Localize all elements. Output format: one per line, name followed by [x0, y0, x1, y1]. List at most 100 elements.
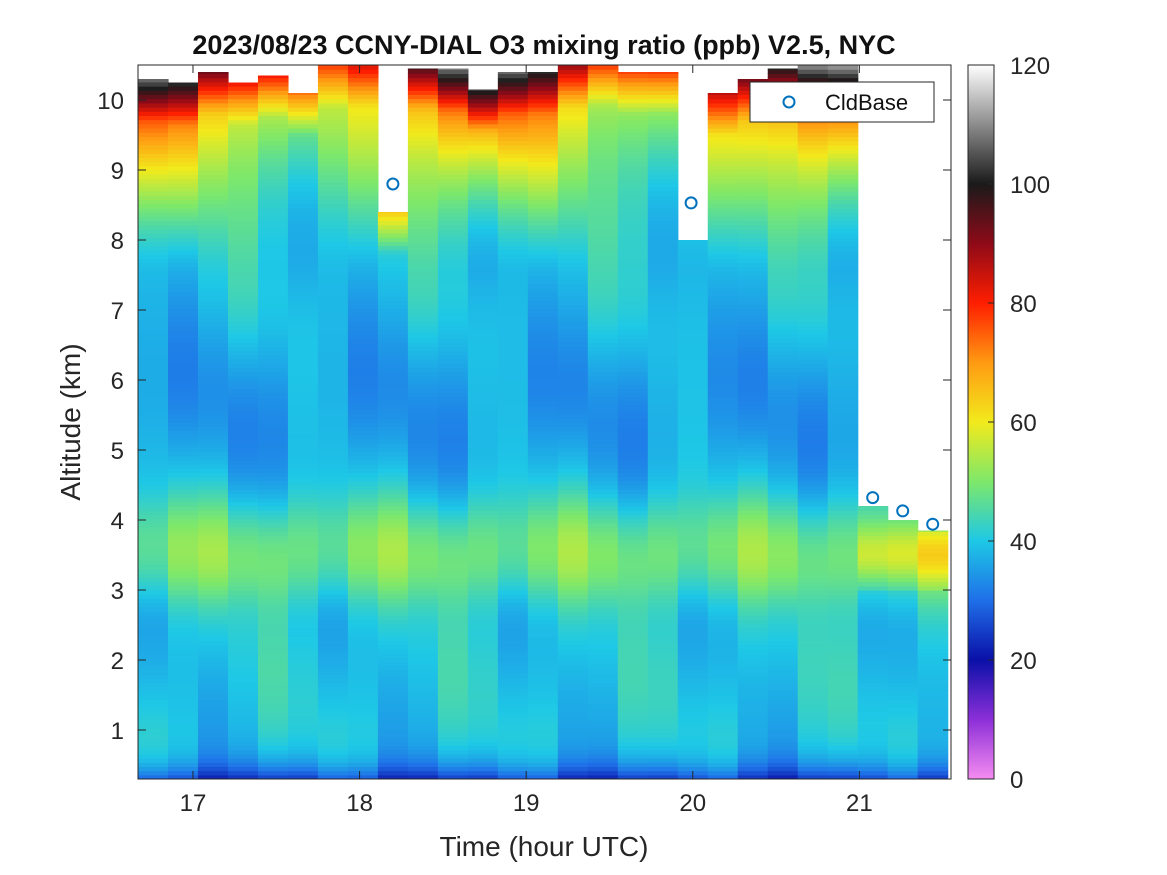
heatmap-cell	[527, 489, 559, 494]
heatmap-cell	[617, 585, 649, 591]
heatmap-cell	[317, 304, 349, 310]
heatmap-cell	[347, 636, 379, 641]
heatmap-cell	[317, 266, 349, 272]
heatmap-cell	[707, 468, 739, 473]
heatmap-cell	[467, 157, 499, 163]
heatmap-cell	[707, 699, 739, 704]
heatmap-cell	[857, 615, 889, 620]
heatmap-cell	[827, 774, 859, 779]
heatmap-cell	[377, 405, 409, 410]
heatmap-cell	[557, 632, 589, 637]
heatmap-cell	[437, 228, 469, 234]
heatmap-cell	[917, 611, 949, 616]
heatmap-cell	[347, 464, 379, 469]
heatmap-cell	[407, 207, 439, 213]
heatmap-cell	[197, 527, 229, 532]
heatmap-cell	[197, 203, 229, 209]
heatmap-cell	[737, 262, 769, 268]
heatmap-cell	[917, 640, 949, 646]
heatmap-cell	[317, 279, 349, 284]
heatmap-cell	[707, 724, 739, 730]
heatmap-cell	[767, 732, 799, 738]
heatmap-cell	[587, 119, 619, 125]
heatmap-cell	[497, 745, 529, 751]
heatmap-column	[887, 520, 919, 779]
heatmap-cell	[647, 636, 679, 641]
heatmap-cell	[497, 182, 529, 188]
heatmap-cell	[467, 594, 499, 599]
heatmap-cell	[797, 300, 829, 305]
heatmap-cell	[287, 485, 319, 490]
heatmap-cell	[467, 695, 499, 700]
heatmap-cell	[287, 480, 319, 486]
heatmap-cell	[227, 346, 259, 352]
heatmap-cell	[647, 573, 679, 578]
heatmap-cell	[827, 753, 859, 759]
heatmap-cell	[797, 123, 829, 129]
heatmap-cell	[647, 661, 679, 667]
heatmap-cell	[407, 632, 439, 637]
heatmap-cell	[497, 304, 529, 310]
heatmap-cell	[827, 518, 859, 524]
heatmap-cell	[257, 472, 289, 478]
heatmap-cell	[197, 703, 229, 709]
heatmap-cell	[287, 510, 319, 515]
heatmap-cell	[857, 644, 889, 650]
heatmap-cell	[257, 132, 289, 137]
heatmap-cell	[527, 81, 559, 87]
heatmap-cell	[257, 157, 289, 163]
heatmap-cell	[377, 543, 409, 549]
heatmap-cell	[227, 464, 259, 469]
heatmap-cell	[797, 606, 829, 612]
heatmap-cell	[677, 367, 709, 373]
heatmap-cell	[407, 182, 439, 188]
heatmap-cell	[138, 207, 169, 213]
heatmap-cell	[197, 426, 229, 431]
heatmap-cell	[197, 300, 229, 305]
colorbar-tick-label: 100	[1010, 172, 1050, 199]
heatmap-cell	[677, 476, 709, 482]
heatmap-cell	[617, 737, 649, 742]
heatmap-cell	[587, 762, 619, 767]
heatmap-cell	[317, 417, 349, 423]
heatmap-cell	[138, 144, 169, 150]
heatmap-cell	[287, 762, 319, 767]
heatmap-cell	[797, 686, 829, 692]
heatmap-cell	[527, 556, 559, 562]
heatmap-cell	[257, 165, 289, 171]
heatmap-cell	[227, 304, 259, 310]
heatmap-cell	[287, 489, 319, 494]
heatmap-cell	[587, 745, 619, 751]
heatmap-cell	[917, 598, 949, 604]
heatmap-cell	[707, 191, 739, 196]
heatmap-cell	[617, 287, 649, 293]
heatmap-cell	[797, 598, 829, 604]
heatmap-column	[407, 68, 439, 779]
heatmap-cell	[587, 476, 619, 482]
heatmap-cell	[647, 333, 679, 339]
heatmap-cell	[647, 359, 679, 364]
heatmap-cell	[257, 514, 289, 520]
heatmap-cell	[437, 321, 469, 326]
heatmap-cell	[377, 430, 409, 436]
heatmap-cell	[767, 174, 799, 179]
heatmap-cell	[707, 220, 739, 226]
heatmap-cell	[287, 186, 319, 192]
heatmap-cell	[347, 371, 379, 377]
heatmap-cell	[497, 690, 529, 696]
heatmap-cell	[617, 90, 649, 95]
heatmap-cell	[767, 539, 799, 545]
heatmap-cell	[257, 384, 289, 389]
heatmap-cell	[557, 623, 589, 629]
heatmap-cell	[287, 669, 319, 675]
heatmap-cell	[587, 111, 619, 116]
heatmap-cell	[737, 304, 769, 310]
heatmap-cell	[557, 510, 589, 515]
heatmap-cell	[138, 241, 169, 247]
heatmap-cell	[587, 161, 619, 167]
heatmap-cell	[767, 674, 799, 679]
heatmap-cell	[347, 405, 379, 410]
heatmap-cell	[797, 144, 829, 150]
heatmap-cell	[227, 195, 259, 200]
heatmap-cell	[737, 724, 769, 730]
